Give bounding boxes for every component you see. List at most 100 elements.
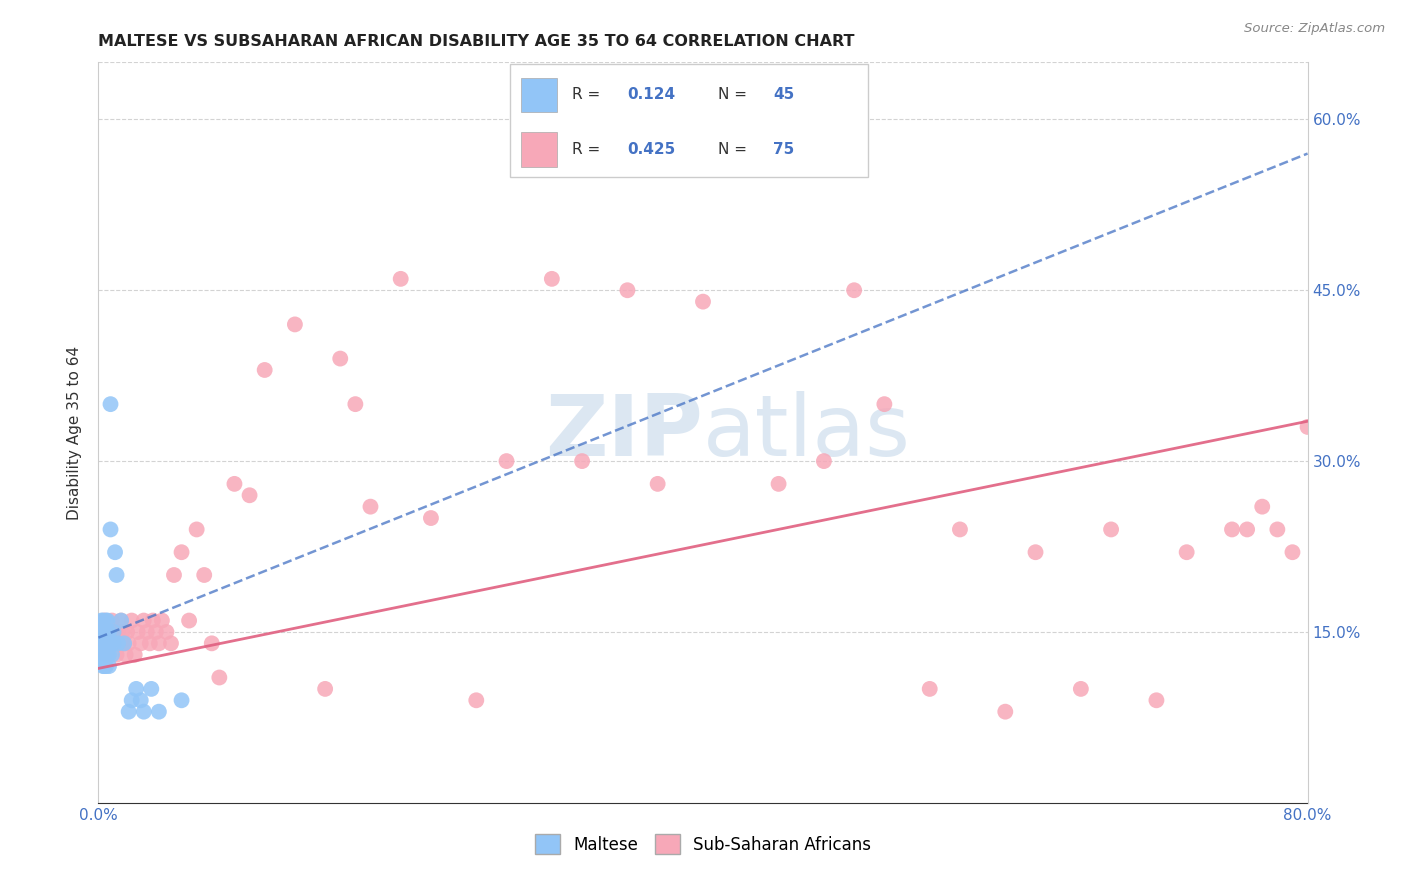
Point — [115, 624, 138, 639]
Point — [1024, 545, 1046, 559]
Point — [91, 648, 114, 662]
Point — [104, 624, 127, 639]
Point — [124, 648, 146, 662]
Point — [1144, 693, 1167, 707]
Point — [284, 318, 307, 332]
Text: 0.124: 0.124 — [627, 87, 675, 103]
Point — [90, 624, 112, 639]
Point — [90, 624, 112, 639]
Point — [100, 624, 122, 639]
Point — [91, 614, 114, 628]
Point — [571, 454, 593, 468]
Point — [96, 636, 118, 650]
Point — [91, 624, 114, 639]
Point — [142, 614, 165, 628]
Point — [1296, 420, 1319, 434]
Point — [110, 614, 132, 628]
Point — [540, 272, 562, 286]
Text: 45: 45 — [773, 87, 794, 103]
Text: 0.425: 0.425 — [627, 142, 675, 157]
Point — [179, 614, 201, 628]
Point — [96, 614, 118, 628]
Point — [98, 659, 121, 673]
Point — [90, 636, 112, 650]
Point — [112, 636, 135, 650]
Point — [170, 545, 193, 559]
Text: atlas: atlas — [703, 391, 911, 475]
Point — [132, 705, 155, 719]
Point — [193, 568, 215, 582]
Text: R =: R = — [572, 142, 600, 157]
Text: Source: ZipAtlas.com: Source: ZipAtlas.com — [1244, 22, 1385, 36]
Point — [129, 636, 152, 650]
Point — [96, 648, 118, 662]
Point — [94, 614, 117, 628]
Point — [186, 523, 208, 537]
Point — [101, 614, 124, 628]
Point — [170, 693, 193, 707]
Point — [1267, 523, 1289, 537]
Point — [103, 636, 125, 650]
Point — [201, 636, 224, 650]
Point — [1251, 500, 1274, 514]
Point — [148, 636, 170, 650]
Point — [844, 283, 866, 297]
Point — [125, 681, 148, 696]
Point — [93, 624, 115, 639]
Point — [90, 648, 112, 662]
Point — [94, 648, 117, 662]
Point — [224, 476, 246, 491]
Point — [91, 636, 114, 650]
Point — [1099, 523, 1122, 537]
Point — [873, 397, 896, 411]
Point — [692, 294, 714, 309]
Point — [121, 693, 143, 707]
FancyBboxPatch shape — [520, 132, 557, 167]
Point — [1220, 523, 1243, 537]
FancyBboxPatch shape — [510, 63, 868, 178]
Text: 75: 75 — [773, 142, 794, 157]
Point — [129, 693, 152, 707]
Text: N =: N = — [718, 87, 747, 103]
Point — [118, 636, 141, 650]
Point — [723, 158, 745, 172]
Point — [100, 397, 122, 411]
Point — [139, 636, 162, 650]
Point — [103, 636, 125, 650]
Point — [253, 363, 276, 377]
Point — [93, 614, 115, 628]
Point — [150, 614, 173, 628]
Text: R =: R = — [572, 87, 600, 103]
Point — [111, 624, 134, 639]
Point — [121, 614, 143, 628]
Point — [96, 624, 118, 639]
Point — [104, 545, 127, 559]
Point — [1281, 545, 1303, 559]
FancyBboxPatch shape — [520, 78, 557, 112]
Legend: Maltese, Sub-Saharan Africans: Maltese, Sub-Saharan Africans — [529, 828, 877, 861]
Point — [107, 636, 129, 650]
Point — [89, 636, 111, 650]
Point — [1236, 523, 1258, 537]
Point — [98, 624, 121, 639]
Point — [239, 488, 262, 502]
Point — [90, 614, 112, 628]
Point — [949, 523, 972, 537]
Point — [132, 614, 155, 628]
Point — [93, 648, 115, 662]
Point — [208, 671, 231, 685]
Point — [112, 636, 135, 650]
Point — [96, 624, 118, 639]
Point — [105, 648, 128, 662]
Point — [98, 636, 121, 650]
Point — [768, 476, 790, 491]
Point — [94, 648, 117, 662]
Point — [465, 693, 488, 707]
Point — [329, 351, 352, 366]
Point — [108, 636, 131, 650]
Point — [93, 636, 115, 650]
Point — [155, 624, 177, 639]
Point — [360, 500, 382, 514]
Point — [389, 272, 412, 286]
Point — [110, 614, 132, 628]
